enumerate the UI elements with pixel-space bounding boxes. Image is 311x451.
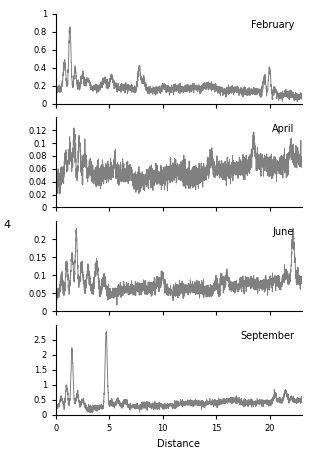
- Text: June: June: [273, 227, 294, 237]
- Text: September: September: [240, 331, 294, 341]
- Text: 4: 4: [3, 221, 10, 230]
- X-axis label: Distance: Distance: [157, 438, 200, 448]
- Text: April: April: [272, 124, 294, 133]
- Text: February: February: [251, 20, 294, 30]
